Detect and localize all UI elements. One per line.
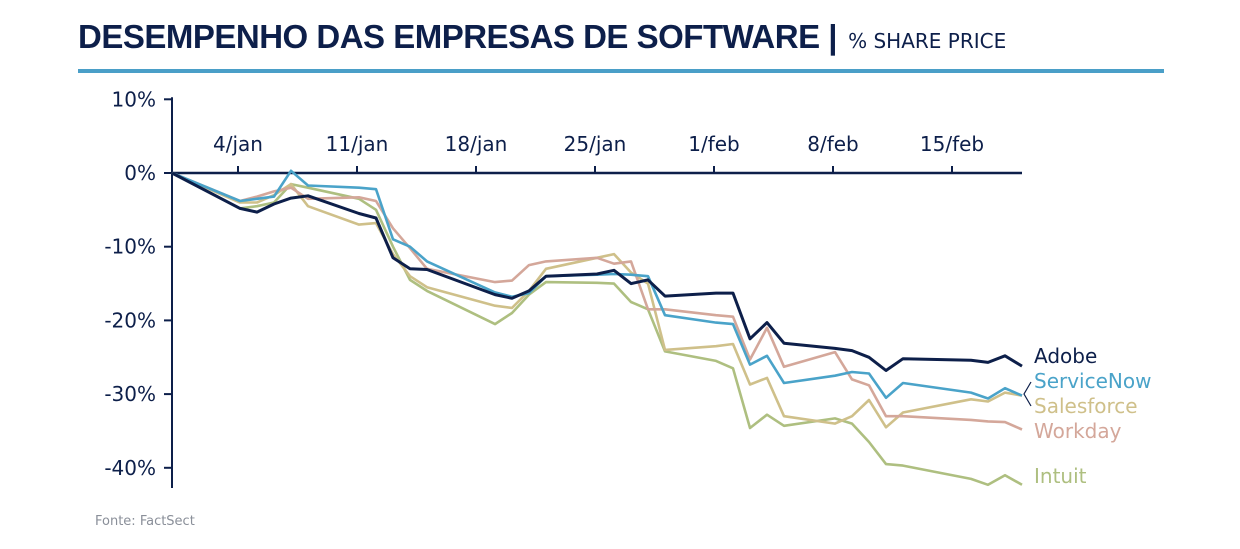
title-separator: | (819, 18, 838, 55)
series-line-intuit (171, 171, 1023, 487)
title-rule (78, 69, 1164, 73)
series-line-adobe (171, 171, 1023, 372)
y-tick-label: -20% (104, 308, 156, 332)
series-label-salesforce: Salesforce (1034, 394, 1138, 418)
chart-subtitle: % SHARE PRICE (848, 29, 1007, 53)
x-tick-label: 8/feb (807, 132, 859, 156)
series-line-workday (171, 171, 1023, 431)
series-label-adobe: Adobe (1034, 344, 1097, 368)
y-tick-label: -10% (104, 235, 156, 259)
y-tick-label: -40% (104, 456, 156, 480)
x-tick-label: 25/jan (564, 132, 627, 156)
x-tick-label: 18/jan (445, 132, 508, 156)
x-tick-label: 1/feb (688, 132, 740, 156)
source-note: Fonte: FactSect (95, 514, 195, 529)
series-label-servicenow: ServiceNow (1034, 369, 1151, 393)
chart-title: DESEMPENHO DAS EMPRESAS DE SOFTWARE (78, 18, 820, 55)
y-tick-label: -30% (104, 382, 156, 406)
y-tick-label: 10% (112, 87, 156, 111)
series-label-intuit: Intuit (1034, 464, 1087, 488)
series-label-workday: Workday (1034, 419, 1122, 443)
label-bracket (1023, 381, 1032, 407)
y-tick-label: 0% (124, 161, 156, 185)
x-tick-label: 4/jan (213, 132, 263, 156)
x-tick-label: 15/feb (920, 132, 984, 156)
x-tick-label: 11/jan (326, 132, 389, 156)
chart-title-block: DESEMPENHO DAS EMPRESAS DE SOFTWARE | % … (78, 18, 1006, 56)
series-line-servicenow (171, 169, 1023, 400)
